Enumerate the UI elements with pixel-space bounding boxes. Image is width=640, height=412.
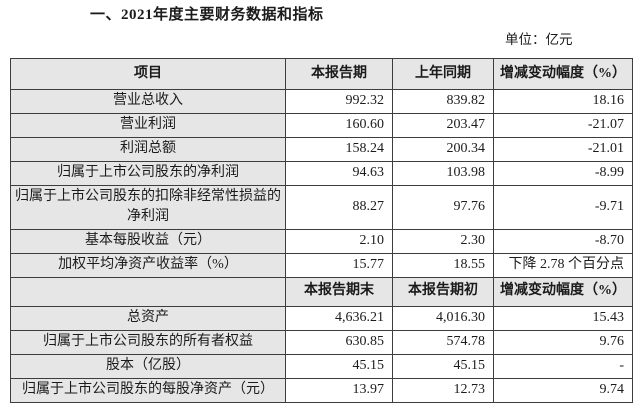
item-label-cell: 归属于上市公司股东的每股净资产（元） xyxy=(10,377,286,403)
prior-period-cell: 200.34 xyxy=(392,137,494,162)
current-period-cell: 630.85 xyxy=(285,329,393,355)
header-cell: 本报告期末 xyxy=(285,276,393,307)
current-period-cell: 45.15 xyxy=(285,353,393,379)
change-rate-cell: -8.70 xyxy=(493,228,633,254)
table-row: 加权平均净资产收益率（%） 15.77 18.55 下降 2.78 个百分点 xyxy=(10,252,633,278)
financial-table-body: 项目 本报告期 上年同期 增减变动幅度（%） 营业总收入 992.32 839.82 18.1… xyxy=(10,58,633,403)
item-label-cell: 营业利润 xyxy=(10,113,286,138)
change-rate-cell: -21.07 xyxy=(493,113,633,138)
prior-period-cell: 97.76 xyxy=(392,185,494,230)
table-row: 归属于上市公司股东的所有者权益 630.85 574.78 9.76 xyxy=(10,329,633,355)
table-row: 利润总额 158.24 200.34 -21.01 xyxy=(10,137,633,162)
prior-period-cell: 18.55 xyxy=(392,252,494,278)
item-label-cell: 利润总额 xyxy=(10,137,286,162)
header-cell: 本报告期初 xyxy=(392,276,494,307)
table-row: 股本（亿股） 45.15 45.15- xyxy=(10,353,633,379)
item-label-cell: 总资产 xyxy=(10,305,286,331)
change-rate-cell: 下降 2.78 个百分点 xyxy=(493,252,633,278)
current-period-cell: 88.27 xyxy=(285,185,393,230)
item-label-cell: 归属于上市公司股东的净利润 xyxy=(10,161,286,186)
section-title: 一、2021年度主要财务数据和指标 xyxy=(90,7,324,23)
header-cell: 本报告期 xyxy=(285,58,393,90)
header-cell: 增减变动幅度（%） xyxy=(493,58,633,90)
item-label-cell: 归属于上市公司股东的扣除非经常性损益的净利润 xyxy=(10,185,286,230)
current-period-cell: 94.63 xyxy=(285,161,393,186)
header-cell: 上年同期 xyxy=(392,58,494,90)
table-row: 归属于上市公司股东的净利润 94.63 103.98 -8.99 xyxy=(10,161,633,186)
current-period-cell: 158.24 xyxy=(285,137,393,162)
prior-period-cell: 103.98 xyxy=(392,161,494,186)
prior-period-cell: 45.15 xyxy=(392,353,494,379)
item-label-cell: 加权平均净资产收益率（%） xyxy=(10,252,286,278)
table-row: 归属于上市公司股东的扣除非经常性损益的净利润 88.27 97.76 -9.71 xyxy=(10,185,633,230)
table-header-row: 项目 本报告期 上年同期 增减变动幅度（%） xyxy=(10,58,633,90)
header-cell: 增减变动幅度（%） xyxy=(493,276,633,307)
change-rate-cell: -8.99 xyxy=(493,161,633,186)
header-cell: 项目 xyxy=(10,58,286,90)
current-period-cell: 15.77 xyxy=(285,252,393,278)
unit-label: 单位：亿元 xyxy=(505,32,573,47)
change-rate-cell: -21.01 xyxy=(493,137,633,162)
change-rate-cell: 18.16 xyxy=(493,89,633,114)
prior-period-cell: 2.30 xyxy=(392,228,494,254)
current-period-cell: 160.60 xyxy=(285,113,393,138)
table-header-row: 本报告期末 本报告期初 增减变动幅度（%） xyxy=(10,276,633,307)
prior-period-cell: 839.82 xyxy=(392,89,494,114)
prior-period-cell: 4,016.30 xyxy=(392,305,494,331)
table-row: 归属于上市公司股东的每股净资产（元） 13.97 12.73 9.74 xyxy=(10,377,633,403)
table-row: 基本每股收益（元） 2.10 2.30 -8.70 xyxy=(10,228,633,254)
change-rate-cell: 9.74 xyxy=(493,377,633,403)
prior-period-cell: 203.47 xyxy=(392,113,494,138)
current-period-cell: 4,636.21 xyxy=(285,305,393,331)
prior-period-cell: 12.73 xyxy=(392,377,494,403)
change-rate-cell: -9.71 xyxy=(493,185,633,230)
current-period-cell: 2.10 xyxy=(285,228,393,254)
table-row: 总资产 4,636.21 4,016.30 15.43 xyxy=(10,305,633,331)
item-label-cell: 归属于上市公司股东的所有者权益 xyxy=(10,329,286,355)
change-rate-cell: 15.43 xyxy=(493,305,633,331)
table-row: 营业利润 160.60 203.47 -21.07 xyxy=(10,113,633,138)
item-label-cell: 基本每股收益（元） xyxy=(10,228,286,254)
change-rate-cell: - xyxy=(493,353,633,379)
current-period-cell: 992.32 xyxy=(285,89,393,114)
prior-period-cell: 574.78 xyxy=(392,329,494,355)
item-label-cell: 股本（亿股） xyxy=(10,353,286,379)
table-row: 营业总收入 992.32 839.82 18.16 xyxy=(10,89,633,114)
financial-table: 项目 本报告期 上年同期 增减变动幅度（%） 营业总收入 992.32 839.82 18.1… xyxy=(10,58,633,403)
item-label-cell: 营业总收入 xyxy=(10,89,286,114)
header-cell xyxy=(10,276,286,307)
change-rate-cell: 9.76 xyxy=(493,329,633,355)
current-period-cell: 13.97 xyxy=(285,377,393,403)
